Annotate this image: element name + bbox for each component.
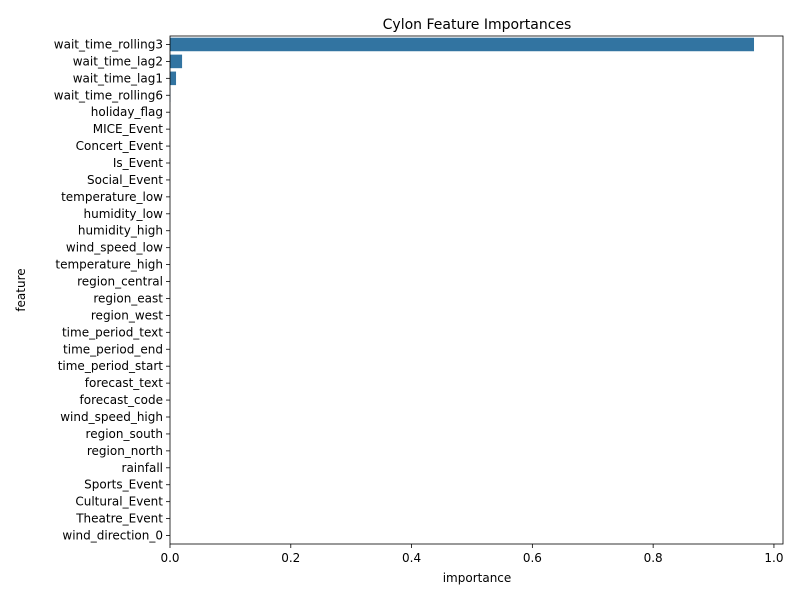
x-tick-label: 0.8: [644, 551, 663, 565]
y-tick-label: Sports_Event: [84, 478, 163, 492]
y-tick-label: Theatre_Event: [75, 512, 163, 526]
x-tick-label: 0.6: [523, 551, 542, 565]
y-tick-label: wait_time_lag2: [73, 54, 163, 68]
bar-wait_time_lag1: [170, 71, 177, 86]
y-axis-ticks: wait_time_rolling3 wait_time_lag2 wait_tim…: [54, 37, 170, 543]
x-axis-ticks: 0.0 0.2 0.4 0.6 0.8 1.0: [160, 544, 783, 565]
y-tick-label: holiday_flag: [91, 105, 163, 119]
y-tick-label: temperature_low: [61, 190, 163, 204]
y-tick-label: forecast_code: [80, 393, 163, 407]
y-tick-label: wait_time_lag1: [73, 71, 163, 85]
y-tick-label: wind_direction_0: [62, 529, 163, 543]
y-tick-label: humidity_high: [78, 224, 163, 238]
bar-group: [170, 37, 755, 103]
y-tick-label: region_east: [93, 291, 163, 305]
x-tick-label: 0.2: [281, 551, 300, 565]
y-tick-label: wait_time_rolling3: [54, 37, 163, 51]
y-tick-label: rainfall: [122, 461, 163, 475]
y-tick-label: wait_time_rolling6: [54, 88, 163, 102]
y-tick-label: temperature_high: [55, 258, 163, 272]
y-tick-label: Social_Event: [87, 173, 163, 187]
y-tick-label: region_west: [91, 308, 163, 322]
y-tick-label: wind_speed_high: [60, 410, 163, 424]
x-tick-label: 1.0: [764, 551, 783, 565]
y-tick-label: wind_speed_low: [66, 241, 163, 255]
plot-frame: [169, 35, 784, 545]
y-tick-label: region_north: [87, 444, 163, 458]
y-tick-label: time_period_end: [63, 342, 163, 356]
y-tick-label: forecast_text: [85, 376, 164, 390]
y-tick-label: Concert_Event: [76, 139, 164, 153]
x-tick-label: 0.4: [402, 551, 421, 565]
y-tick-label: region_south: [86, 427, 163, 441]
y-tick-label: humidity_low: [84, 207, 164, 221]
y-tick-label: Is_Event: [113, 156, 163, 170]
x-tick-label: 0.0: [160, 551, 179, 565]
bar-wait_time_rolling3: [170, 37, 755, 52]
x-axis-title: importance: [443, 571, 512, 585]
bar-wait_time_lag2: [170, 54, 183, 69]
y-tick-label: region_central: [77, 275, 163, 289]
y-tick-label: Cultural_Event: [75, 495, 163, 509]
y-tick-label: MICE_Event: [93, 122, 164, 136]
chart-title: Cylon Feature Importances: [383, 17, 572, 33]
y-axis-title: feature: [14, 268, 28, 311]
y-tick-label: time_period_start: [58, 359, 164, 373]
y-tick-label: time_period_text: [62, 325, 163, 339]
